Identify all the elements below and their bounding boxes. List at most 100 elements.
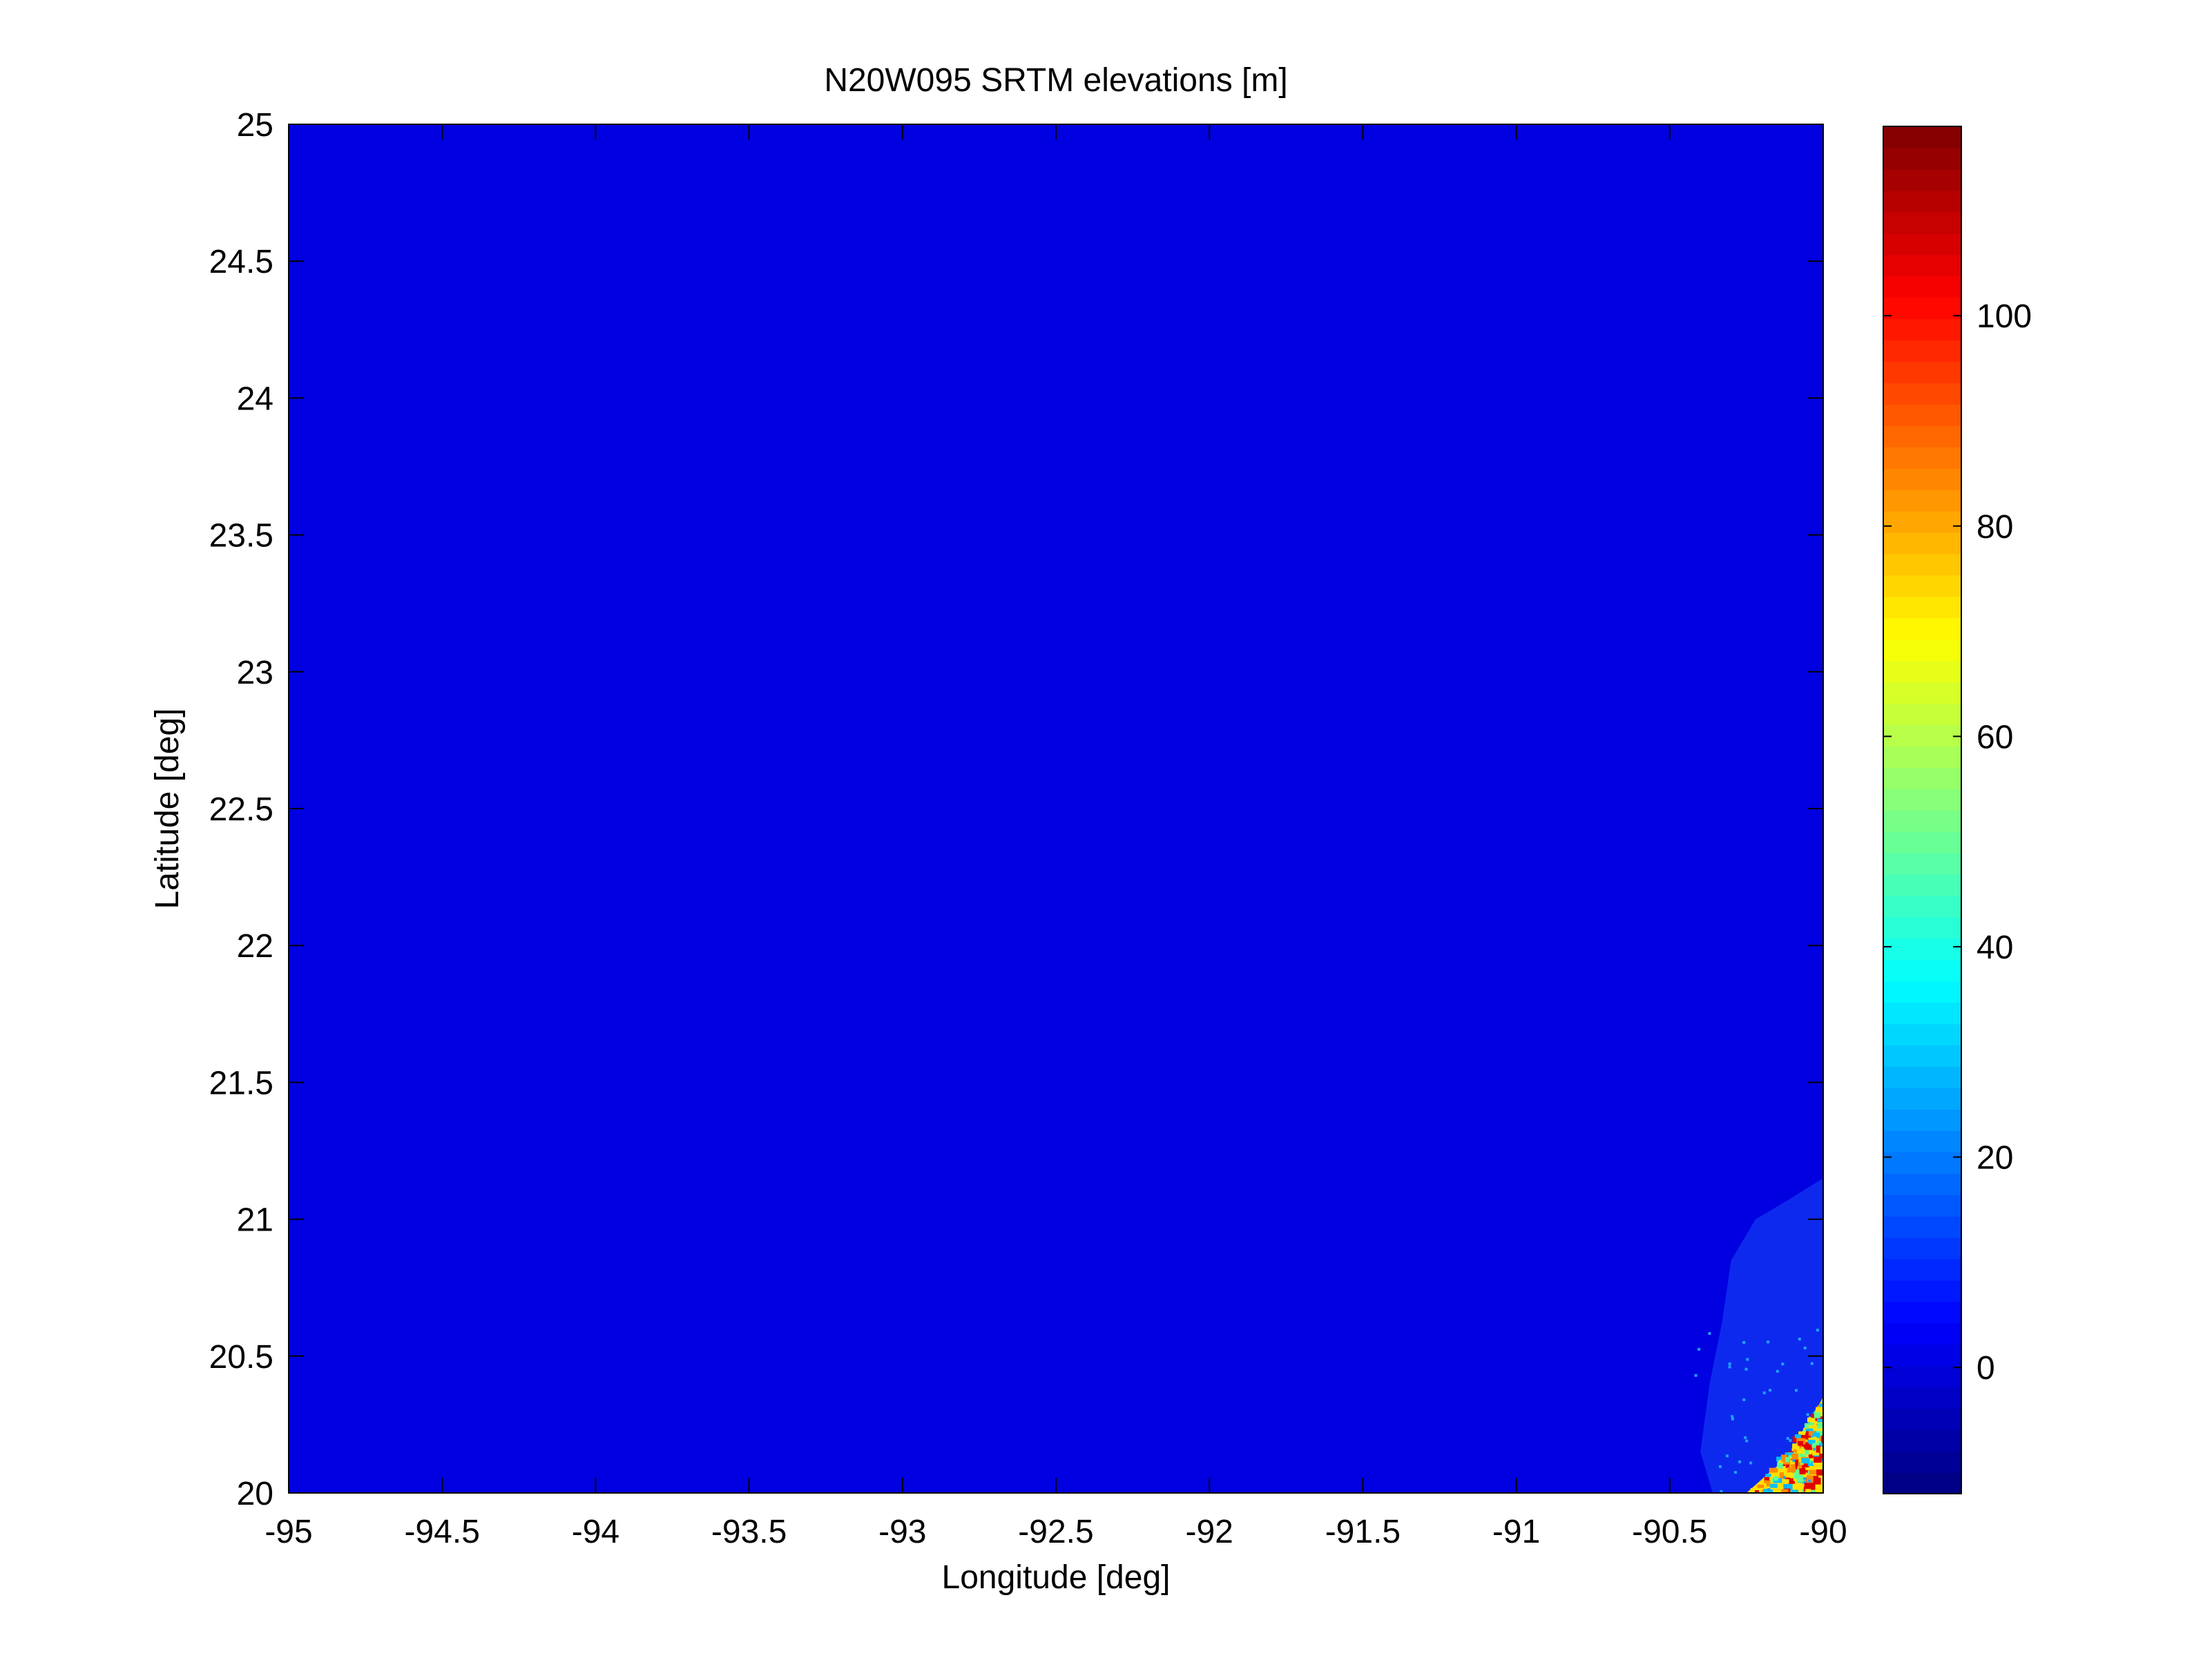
terrain-cell: [1807, 1440, 1816, 1443]
colorbar-segment: [1883, 1472, 1961, 1494]
terrain-cell: [1770, 1483, 1778, 1488]
terrain-cell: [1798, 1440, 1803, 1446]
coastal-cell: [1698, 1347, 1701, 1351]
terrain-cell: [1823, 1404, 1831, 1409]
terrain-cell: [1782, 1479, 1789, 1484]
terrain-cell: [1779, 1472, 1784, 1479]
coastal-cell: [1720, 1490, 1723, 1493]
terrain-cell: [1764, 1480, 1771, 1484]
colorbar-segment: [1883, 852, 1961, 875]
terrain-cell: [1755, 1490, 1759, 1493]
coastal-cell: [1725, 1454, 1729, 1458]
colorbar-segment: [1883, 1215, 1961, 1238]
terrain-cell: [1816, 1469, 1823, 1476]
terrain-cell: [1811, 1483, 1816, 1490]
terrain-cell: [1781, 1454, 1787, 1460]
coastal-cell: [1745, 1439, 1749, 1443]
colorbar-segment: [1883, 297, 1961, 320]
y-tick-label: 24.5: [209, 244, 273, 280]
terrain-cell: [1789, 1490, 1800, 1493]
colorbar-segment: [1883, 938, 1961, 961]
colorbar-segment: [1883, 211, 1961, 234]
coastal-cell: [1734, 1471, 1737, 1474]
coastal-cell: [1767, 1340, 1770, 1344]
coastal-cell: [1816, 1329, 1819, 1332]
colorbar-segment: [1883, 1173, 1961, 1195]
terrain-cell: [1814, 1456, 1823, 1463]
terrain-cell: [1798, 1484, 1804, 1490]
colorbar-segment: [1883, 789, 1961, 811]
terrain-cell: [1816, 1445, 1821, 1453]
terrain-cell: [1819, 1428, 1823, 1432]
terrain-cell: [1801, 1458, 1810, 1463]
colorbar-segment: [1883, 1152, 1961, 1174]
coastal-cell: [1728, 1362, 1731, 1365]
terrain-cell: [1816, 1420, 1823, 1424]
y-tick-label: 21.5: [209, 1065, 273, 1101]
colorbar-tick-label: 40: [1977, 929, 2013, 966]
colorbar-segment: [1883, 425, 1961, 447]
colorbar-segment: [1883, 1109, 1961, 1131]
colorbar-segment: [1883, 318, 1961, 341]
terrain-cell: [1823, 1418, 1830, 1423]
colorbar-segment: [1883, 1045, 1961, 1068]
colorbar-tick-label: 80: [1977, 509, 2013, 546]
colorbar-segment: [1883, 489, 1961, 512]
coastal-cell: [1813, 1447, 1816, 1451]
terrain-cell: [1808, 1454, 1817, 1458]
terrain-cell: [1799, 1468, 1806, 1475]
colorbar-segment: [1883, 617, 1961, 640]
colorbar-segment: [1883, 1429, 1961, 1452]
terrain-cell: [1794, 1469, 1799, 1476]
x-tick-label: -93: [878, 1514, 926, 1550]
terrain-cell: [1807, 1417, 1816, 1423]
colorbar-segment: [1883, 254, 1961, 277]
terrain-cell: [1800, 1435, 1809, 1440]
x-tick-label: -91: [1492, 1514, 1540, 1550]
colorbar-segment: [1883, 510, 1961, 533]
colorbar-ticks: 0 20 40 60 80 100: [1883, 298, 2032, 1387]
terrain-cell: [1793, 1492, 1799, 1493]
colorbar-segment: [1883, 1066, 1961, 1088]
terrain-cell: [1769, 1467, 1778, 1473]
terrain-cell: [1757, 1485, 1764, 1488]
colorbar-segment: [1883, 660, 1961, 683]
terrain-cell: [1820, 1447, 1823, 1454]
coastal-cell: [1769, 1389, 1772, 1392]
terrain-cell: [1807, 1461, 1814, 1466]
shallow-shelf: [1700, 1178, 1823, 1493]
terrain-cell: [1813, 1476, 1819, 1484]
terrain-cell: [1808, 1425, 1818, 1429]
terrain-cell: [1812, 1451, 1820, 1456]
terrain-cell: [1819, 1443, 1823, 1447]
colorbar-segment: [1883, 810, 1961, 832]
colorbar-segment: [1883, 703, 1961, 726]
colorbar-segment: [1883, 895, 1961, 918]
terrain-cell: [1798, 1490, 1802, 1493]
terrain-cell: [1785, 1463, 1790, 1468]
terrain-cell: [1766, 1489, 1773, 1493]
colorbar-segment: [1883, 361, 1961, 384]
coastal-cell: [1708, 1332, 1711, 1336]
terrain-cell: [1805, 1423, 1810, 1428]
terrain-cell: [1796, 1448, 1805, 1454]
x-tick-label: -94: [572, 1514, 619, 1550]
y-axis-label: Latitude [deg]: [149, 708, 186, 909]
terrain-cell: [1812, 1432, 1820, 1437]
terrain-cell: [1794, 1434, 1801, 1438]
terrain-cell: [1823, 1413, 1833, 1419]
terrain-cell: [1814, 1435, 1820, 1443]
terrain-cell: [1785, 1478, 1793, 1483]
coastal-cell: [1803, 1347, 1807, 1350]
land-region: [1694, 1178, 1833, 1493]
colorbar-segment: [1883, 190, 1961, 213]
terrain-cell: [1807, 1469, 1817, 1475]
terrain-cell: [1823, 1427, 1831, 1434]
terrain-cell: [1811, 1490, 1816, 1493]
coastal-cell: [1782, 1476, 1786, 1479]
colorbar-segment: [1883, 1130, 1961, 1153]
terrain-cell: [1773, 1476, 1778, 1481]
terrain-cell: [1818, 1414, 1823, 1419]
coastal-cell: [1749, 1461, 1753, 1465]
colorbar-segment: [1883, 1451, 1961, 1473]
